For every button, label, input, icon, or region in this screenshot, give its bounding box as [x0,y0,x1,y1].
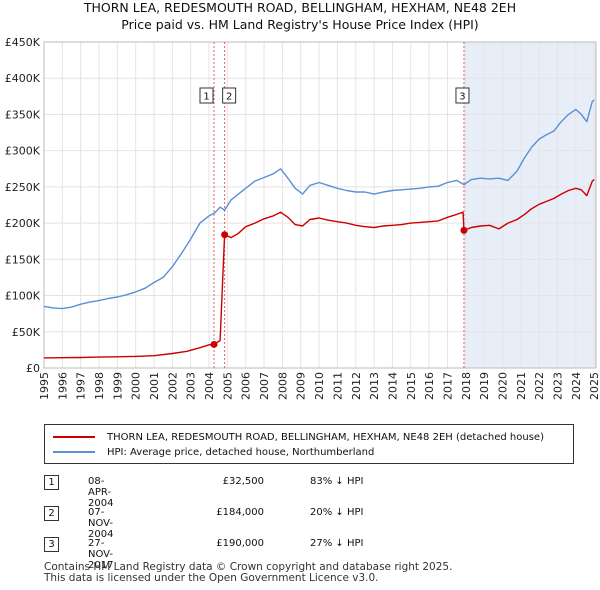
legend-item-hpi: HPI: Average price, detached house, Nort… [53,445,374,459]
sale-date: 07-NOV-2004 [88,507,114,540]
chart-title: THORN LEA, REDESMOUTH ROAD, BELLINGHAM, … [83,0,517,15]
y-tick-label: £250K [5,181,41,194]
sale-label-box [455,87,470,104]
sale-number: 2 [44,506,59,521]
y-tick-label: £400K [5,72,41,85]
sale-label: 2 [226,92,232,103]
x-tick-label: 2000 [130,372,143,400]
property-series-line [43,179,595,359]
hpi-shaded-region [463,42,596,368]
footer-licence: This data is licensed under the Open Gov… [44,572,379,584]
x-tick-label: 1997 [75,372,88,400]
sale-label-box [199,87,214,104]
sale-price: £190,000 [216,538,264,549]
y-tick-label: £450K [5,36,41,49]
x-tick-label: 2004 [203,372,216,400]
sale-point [460,226,468,234]
x-tick-label: 2023 [551,372,564,400]
sale-price: £32,500 [222,476,264,487]
x-tick-label: 2019 [478,372,491,400]
x-tick-label: 2008 [276,372,289,400]
legend: THORN LEA, REDESMOUTH ROAD, BELLINGHAM, … [44,424,574,464]
sale-label-box [222,87,237,104]
x-tick-label: 2020 [496,372,509,400]
legend-label-hpi: HPI: Average price, detached house, Nort… [107,446,375,458]
plot-border [43,41,597,369]
x-tick-label: 2014 [386,372,399,400]
x-tick-label: 2002 [166,372,179,400]
x-tick-label: 2018 [460,372,473,400]
y-tick-label: £50K [12,326,41,339]
x-tick-label: 1996 [56,372,69,400]
legend-swatch-property [53,436,95,438]
x-tick-label: 2006 [240,372,253,400]
hpi-series-line [43,99,595,310]
y-tick-label: £100K [5,290,41,303]
sale-point [221,231,229,239]
sale-label: 1 [203,92,209,103]
x-tick-label: 2016 [423,372,436,400]
sale-date: 27-NOV-2017 [88,538,114,571]
legend-item-property: THORN LEA, REDESMOUTH ROAD, BELLINGHAM, … [53,430,544,444]
x-tick-label: 2012 [350,372,363,400]
sale-hpi-diff: 83% ↓ HPI [310,476,364,487]
x-tick-label: 2017 [441,372,454,400]
chart-subtitle: Price paid vs. HM Land Registry's House … [121,17,479,32]
sale-hpi-diff: 20% ↓ HPI [310,507,364,518]
x-tick-label: 2009 [295,372,308,400]
sale-point [210,340,218,348]
footer-copyright: Contains HM Land Registry data © Crown c… [44,561,453,573]
x-tick-label: 1999 [111,372,124,400]
x-tick-label: 2001 [148,372,161,400]
y-tick-label: £150K [5,253,41,266]
y-tick-label: £350K [5,108,41,121]
x-tick-label: 2025 [588,372,600,400]
price-chart: £0 £50K £100K £150K £200K £250K £300K £350K £400… [5,36,600,400]
sale-label: 3 [459,92,465,103]
x-tick-label: 2015 [405,372,418,400]
legend-label-property: THORN LEA, REDESMOUTH ROAD, BELLINGHAM, … [107,431,544,443]
legend-swatch-hpi [53,451,95,453]
y-tick-label: £200K [5,217,41,230]
y-tick-label: £300K [5,145,41,158]
x-tick-label: 2024 [570,372,583,400]
x-tick-label: 2005 [221,372,234,400]
x-tick-label: 2011 [331,372,344,400]
x-tick-label: 2022 [533,372,546,400]
sale-hpi-diff: 27% ↓ HPI [310,538,364,549]
sale-number: 1 [44,475,59,490]
y-tick-label: £0 [26,362,40,375]
x-tick-label: 2003 [185,372,198,400]
x-tick-label: 2007 [258,372,271,400]
x-tick-label: 2021 [515,372,528,400]
x-tick-label: 2010 [313,372,326,400]
x-tick-label: 1995 [38,372,51,400]
sale-number: 3 [44,537,59,552]
x-tick-label: 1998 [93,372,106,400]
x-tick-label: 2013 [368,372,381,400]
sale-date: 08-APR-2004 [88,476,114,509]
sale-price: £184,000 [216,507,264,518]
